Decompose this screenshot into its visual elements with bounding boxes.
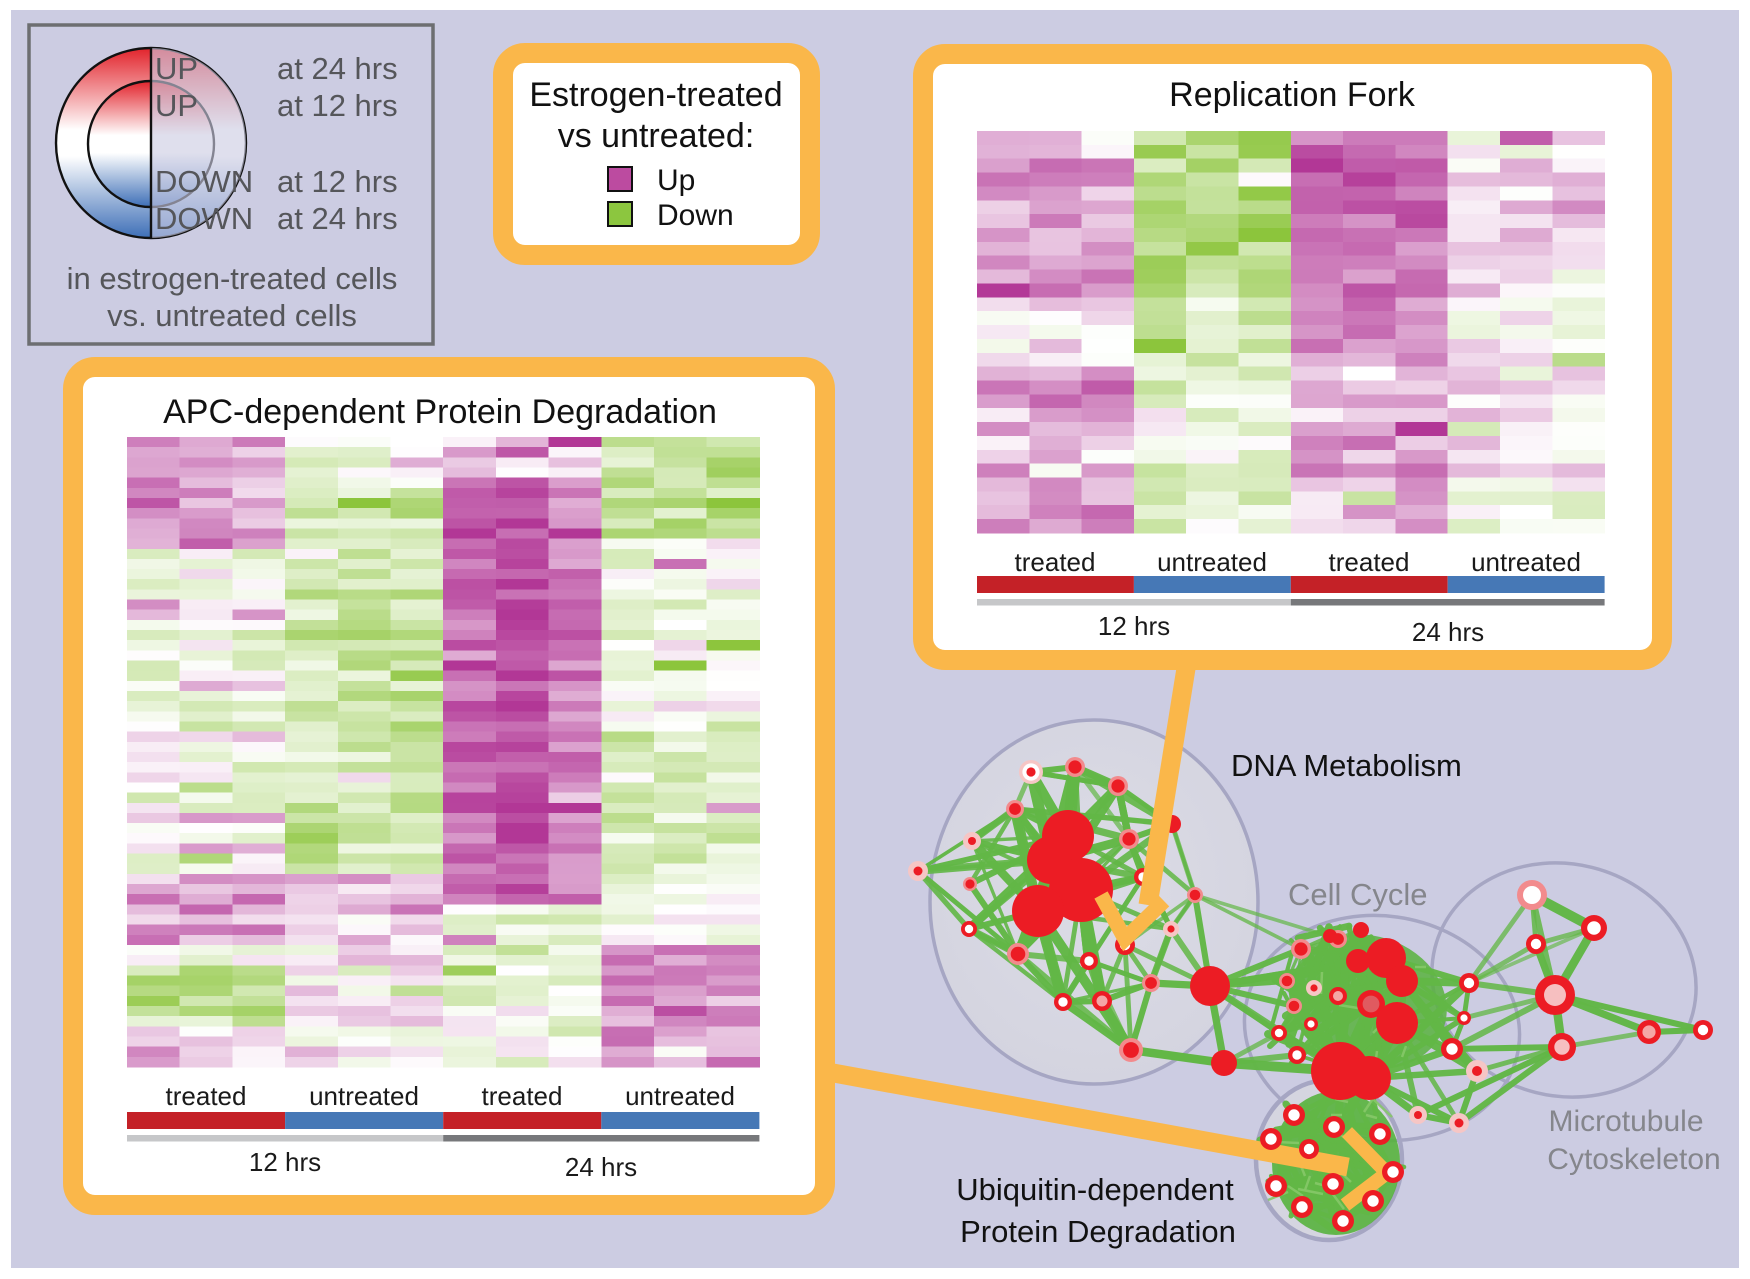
svg-text:Ubiquitin-dependent: Ubiquitin-dependent: [956, 1172, 1234, 1207]
svg-text:DOWN: DOWN: [155, 164, 253, 199]
svg-text:in estrogen-treated cells: in estrogen-treated cells: [67, 261, 398, 296]
svg-text:Replication Fork: Replication Fork: [1169, 76, 1416, 114]
svg-text:DNA Metabolism: DNA Metabolism: [1231, 748, 1462, 783]
svg-text:APC-dependent Protein Degradat: APC-dependent Protein Degradation: [163, 393, 717, 431]
svg-text:UP: UP: [155, 88, 198, 123]
svg-text:24 hrs: 24 hrs: [1412, 617, 1484, 647]
svg-text:at 24 hrs: at 24 hrs: [277, 51, 398, 86]
svg-text:untreated: untreated: [1157, 547, 1267, 577]
svg-text:vs untreated:: vs untreated:: [558, 117, 755, 155]
svg-text:12 hrs: 12 hrs: [249, 1147, 321, 1177]
svg-text:Up: Up: [657, 164, 695, 197]
svg-text:Cell Cycle: Cell Cycle: [1288, 877, 1428, 912]
svg-text:12 hrs: 12 hrs: [1098, 611, 1170, 641]
svg-text:Estrogen-treated: Estrogen-treated: [529, 76, 782, 114]
svg-text:at 12 hrs: at 12 hrs: [277, 164, 398, 199]
svg-text:vs. untreated cells: vs. untreated cells: [107, 298, 357, 333]
svg-text:treated: treated: [482, 1081, 563, 1111]
svg-text:treated: treated: [166, 1081, 247, 1111]
svg-text:untreated: untreated: [1471, 547, 1581, 577]
svg-text:untreated: untreated: [309, 1081, 419, 1111]
svg-text:Cytoskeleton: Cytoskeleton: [1547, 1143, 1720, 1176]
svg-text:DOWN: DOWN: [155, 201, 253, 236]
svg-text:untreated: untreated: [625, 1081, 735, 1111]
svg-text:UP: UP: [155, 51, 198, 86]
svg-text:24 hrs: 24 hrs: [565, 1152, 637, 1182]
svg-text:treated: treated: [1015, 547, 1096, 577]
svg-text:treated: treated: [1329, 547, 1410, 577]
svg-text:Microtubule: Microtubule: [1548, 1105, 1703, 1138]
svg-text:Protein Degradation: Protein Degradation: [960, 1214, 1236, 1249]
svg-text:Down: Down: [657, 199, 734, 232]
svg-text:at 24 hrs: at 24 hrs: [277, 201, 398, 236]
svg-text:at 12 hrs: at 12 hrs: [277, 88, 398, 123]
